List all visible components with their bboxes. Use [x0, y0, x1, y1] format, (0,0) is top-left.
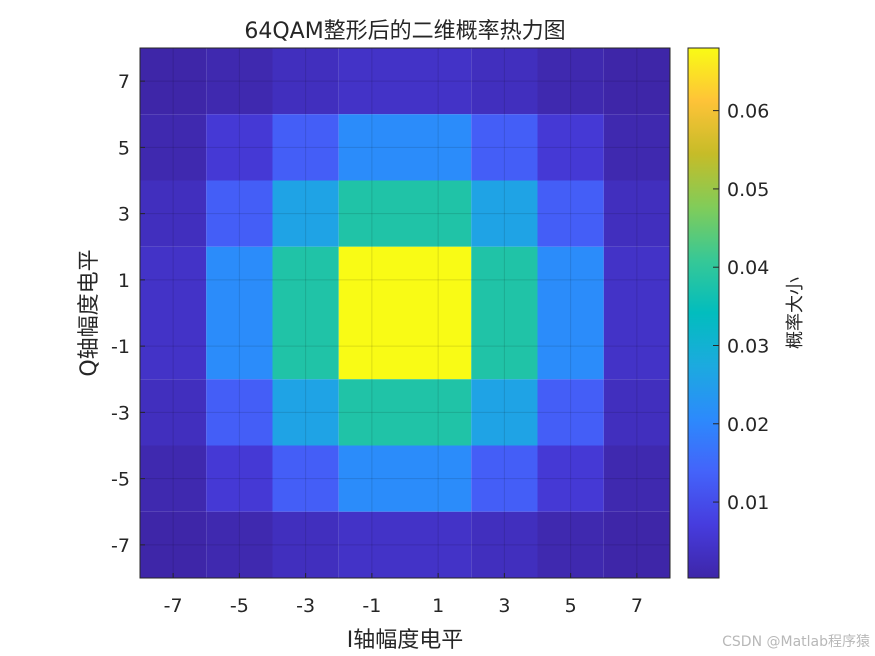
heatmap-cell — [206, 180, 273, 247]
heatmap-cell — [206, 246, 273, 313]
heatmap-cell — [338, 313, 405, 380]
plot-frame — [139, 47, 671, 579]
heatmap-cell — [537, 246, 604, 313]
heatmap-cell — [140, 114, 207, 181]
heatmap-cell — [338, 246, 405, 313]
colorbar-tick-label: 0.02 — [727, 414, 769, 436]
colorbar-label: 概率大小 — [785, 277, 806, 349]
heatmap-cell — [338, 445, 405, 512]
heatmap-cell — [471, 114, 538, 181]
y-tick-label: 7 — [118, 71, 130, 93]
heatmap-cell — [272, 114, 339, 181]
heatmap-cell — [405, 379, 472, 446]
y-tick-label: -1 — [111, 336, 130, 358]
heatmap-cell — [140, 48, 207, 115]
heatmap-cell — [603, 180, 670, 247]
x-tick-label: -7 — [164, 595, 183, 617]
heatmap-cell — [405, 180, 472, 247]
heatmap-cell — [537, 313, 604, 380]
x-tick-label: -3 — [296, 595, 315, 617]
heatmap-cell — [206, 313, 273, 380]
x-tick-label: 3 — [498, 595, 510, 617]
colorbar — [687, 47, 720, 579]
heatmap-cell — [338, 379, 405, 446]
heatmap-cell — [272, 246, 339, 313]
colorbar-tick-label: 0.03 — [727, 335, 769, 357]
heatmap-cell — [206, 511, 273, 578]
heatmap-cell — [206, 445, 273, 512]
heatmap-cell — [140, 511, 207, 578]
heatmap-cell — [405, 48, 472, 115]
heatmap-cell — [405, 313, 472, 380]
heatmap-cell — [206, 48, 273, 115]
heatmap-cell — [338, 114, 405, 181]
heatmap-cell — [603, 246, 670, 313]
x-ticks: -7 -5 -3 -1 1 3 5 7 — [164, 573, 643, 617]
y-tick-label: 1 — [118, 270, 130, 292]
heatmap-cell — [603, 48, 670, 115]
x-tick-label: -5 — [230, 595, 249, 617]
heatmap-cell — [272, 180, 339, 247]
heatmap-cell — [206, 114, 273, 181]
heatmap-cell — [272, 511, 339, 578]
heatmap-cell — [272, 379, 339, 446]
heatmap-cell — [338, 511, 405, 578]
x-tick-label: 7 — [631, 595, 643, 617]
heatmap-cell — [537, 511, 604, 578]
heatmap-cell — [471, 379, 538, 446]
heatmap-cell — [405, 445, 472, 512]
heatmap-cell — [405, 246, 472, 313]
heatmap-cell — [471, 48, 538, 115]
y-tick-label: -5 — [111, 469, 130, 491]
colorbar-tick-label: 0.06 — [727, 101, 769, 123]
heatmap-cell — [537, 48, 604, 115]
heatmap-cell — [603, 379, 670, 446]
heatmap-cell — [272, 445, 339, 512]
heatmap-cell — [537, 445, 604, 512]
heatmap-cell — [140, 445, 207, 512]
colorbar-ticks: 0.01 0.02 0.03 0.04 0.05 0.06 — [713, 101, 769, 514]
heatmap-cell — [603, 445, 670, 512]
y-ticks: -7 -5 -3 -1 1 3 5 7 — [111, 71, 145, 557]
heatmap-cell — [405, 114, 472, 181]
y-tick-label: -3 — [111, 402, 130, 424]
heatmap-cell — [140, 313, 207, 380]
colorbar-tick-label: 0.04 — [727, 257, 769, 279]
heatmap-cell — [338, 48, 405, 115]
x-tick-label: 5 — [565, 595, 577, 617]
heatmap-cell — [603, 114, 670, 181]
x-axis-label: I轴幅度电平 — [347, 628, 464, 653]
y-tick-label: 5 — [118, 137, 130, 159]
heatmap-cell — [471, 511, 538, 578]
y-tick-label: 3 — [118, 204, 130, 226]
heatmap-cell — [471, 313, 538, 380]
y-axis-label: Q轴幅度电平 — [77, 249, 102, 376]
heatmap-cell — [140, 180, 207, 247]
heatmap-cell — [537, 180, 604, 247]
watermark: CSDN @Matlab程序猿 — [722, 634, 870, 650]
heatmap-cell — [537, 379, 604, 446]
heatmap-cells — [140, 48, 670, 578]
heatmap-cell — [272, 313, 339, 380]
colorbar-tick-label: 0.01 — [727, 492, 769, 514]
heatmap-cell — [537, 114, 604, 181]
x-tick-label: -1 — [362, 595, 381, 617]
heatmap-cell — [338, 180, 405, 247]
heatmap-cell — [140, 379, 207, 446]
heatmap-cell — [471, 246, 538, 313]
heatmap-cell — [140, 246, 207, 313]
colorbar-tick-label: 0.05 — [727, 179, 769, 201]
grid-lines — [140, 48, 670, 578]
heatmap-cell — [603, 511, 670, 578]
heatmap-cell — [471, 180, 538, 247]
chart-title: 64QAM整形后的二维概率热力图 — [244, 19, 565, 44]
heatmap-cell — [272, 48, 339, 115]
heatmap-cell — [405, 511, 472, 578]
x-tick-label: 1 — [432, 595, 444, 617]
y-tick-label: -7 — [111, 535, 130, 557]
heatmap-cell — [471, 445, 538, 512]
heatmap-cell — [603, 313, 670, 380]
heatmap-cell — [206, 379, 273, 446]
